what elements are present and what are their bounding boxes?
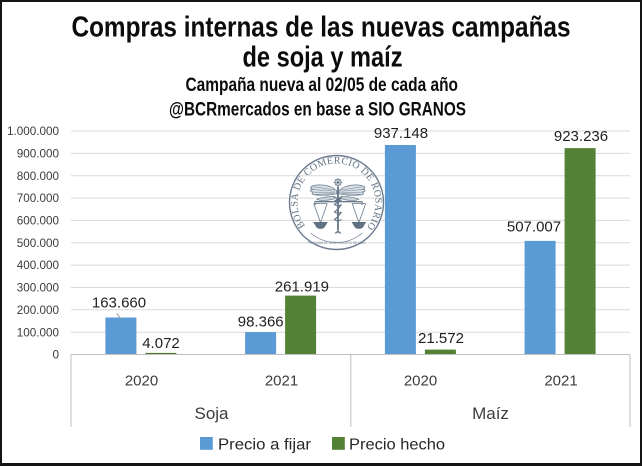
svg-text:100.000: 100.000 bbox=[17, 326, 60, 339]
svg-text:900.000: 900.000 bbox=[17, 148, 60, 161]
svg-text:Precio a fijar: Precio a fijar bbox=[218, 437, 312, 454]
svg-text:500.000: 500.000 bbox=[17, 237, 60, 250]
svg-text:2021: 2021 bbox=[544, 373, 577, 390]
svg-text:261.919: 261.919 bbox=[275, 279, 329, 296]
svg-text:Compras internas de las nuevas: Compras internas de las nuevas campañas bbox=[72, 12, 571, 44]
svg-text:Maíz: Maíz bbox=[472, 404, 509, 423]
svg-text:2020: 2020 bbox=[404, 373, 437, 390]
svg-text:600.000: 600.000 bbox=[17, 215, 60, 228]
svg-text:98.366: 98.366 bbox=[238, 314, 284, 331]
svg-text:200.000: 200.000 bbox=[17, 304, 60, 317]
svg-text:400.000: 400.000 bbox=[17, 259, 60, 272]
svg-text:700.000: 700.000 bbox=[17, 192, 60, 205]
svg-text:Soja: Soja bbox=[194, 404, 229, 423]
svg-text:@BCRmercados en base a SIO GRA: @BCRmercados en base a SIO GRANOS bbox=[169, 100, 466, 121]
svg-text:FUNDADA EL 18 DE AGOSTO DE 188: FUNDADA EL 18 DE AGOSTO DE 1884 bbox=[308, 241, 365, 245]
svg-text:Precio hecho: Precio hecho bbox=[349, 437, 445, 454]
svg-text:507.007: 507.007 bbox=[507, 219, 561, 236]
svg-text:2020: 2020 bbox=[125, 373, 158, 390]
svg-text:800.000: 800.000 bbox=[17, 170, 60, 183]
svg-text:2021: 2021 bbox=[265, 373, 298, 390]
svg-text:163.660: 163.660 bbox=[92, 295, 146, 312]
svg-text:de soja y maíz: de soja y maíz bbox=[243, 42, 403, 74]
svg-text:923.236: 923.236 bbox=[554, 128, 608, 145]
svg-text:21.572: 21.572 bbox=[418, 330, 464, 347]
svg-text:0: 0 bbox=[52, 349, 59, 362]
svg-text:1.000.000: 1.000.000 bbox=[7, 125, 59, 138]
svg-text:300.000: 300.000 bbox=[17, 282, 60, 295]
svg-text:937.148: 937.148 bbox=[374, 125, 428, 142]
svg-text:4.072: 4.072 bbox=[142, 335, 180, 352]
svg-text:Campaña nueva al 02/05 de cada: Campaña nueva al 02/05 de cada año bbox=[186, 75, 459, 96]
